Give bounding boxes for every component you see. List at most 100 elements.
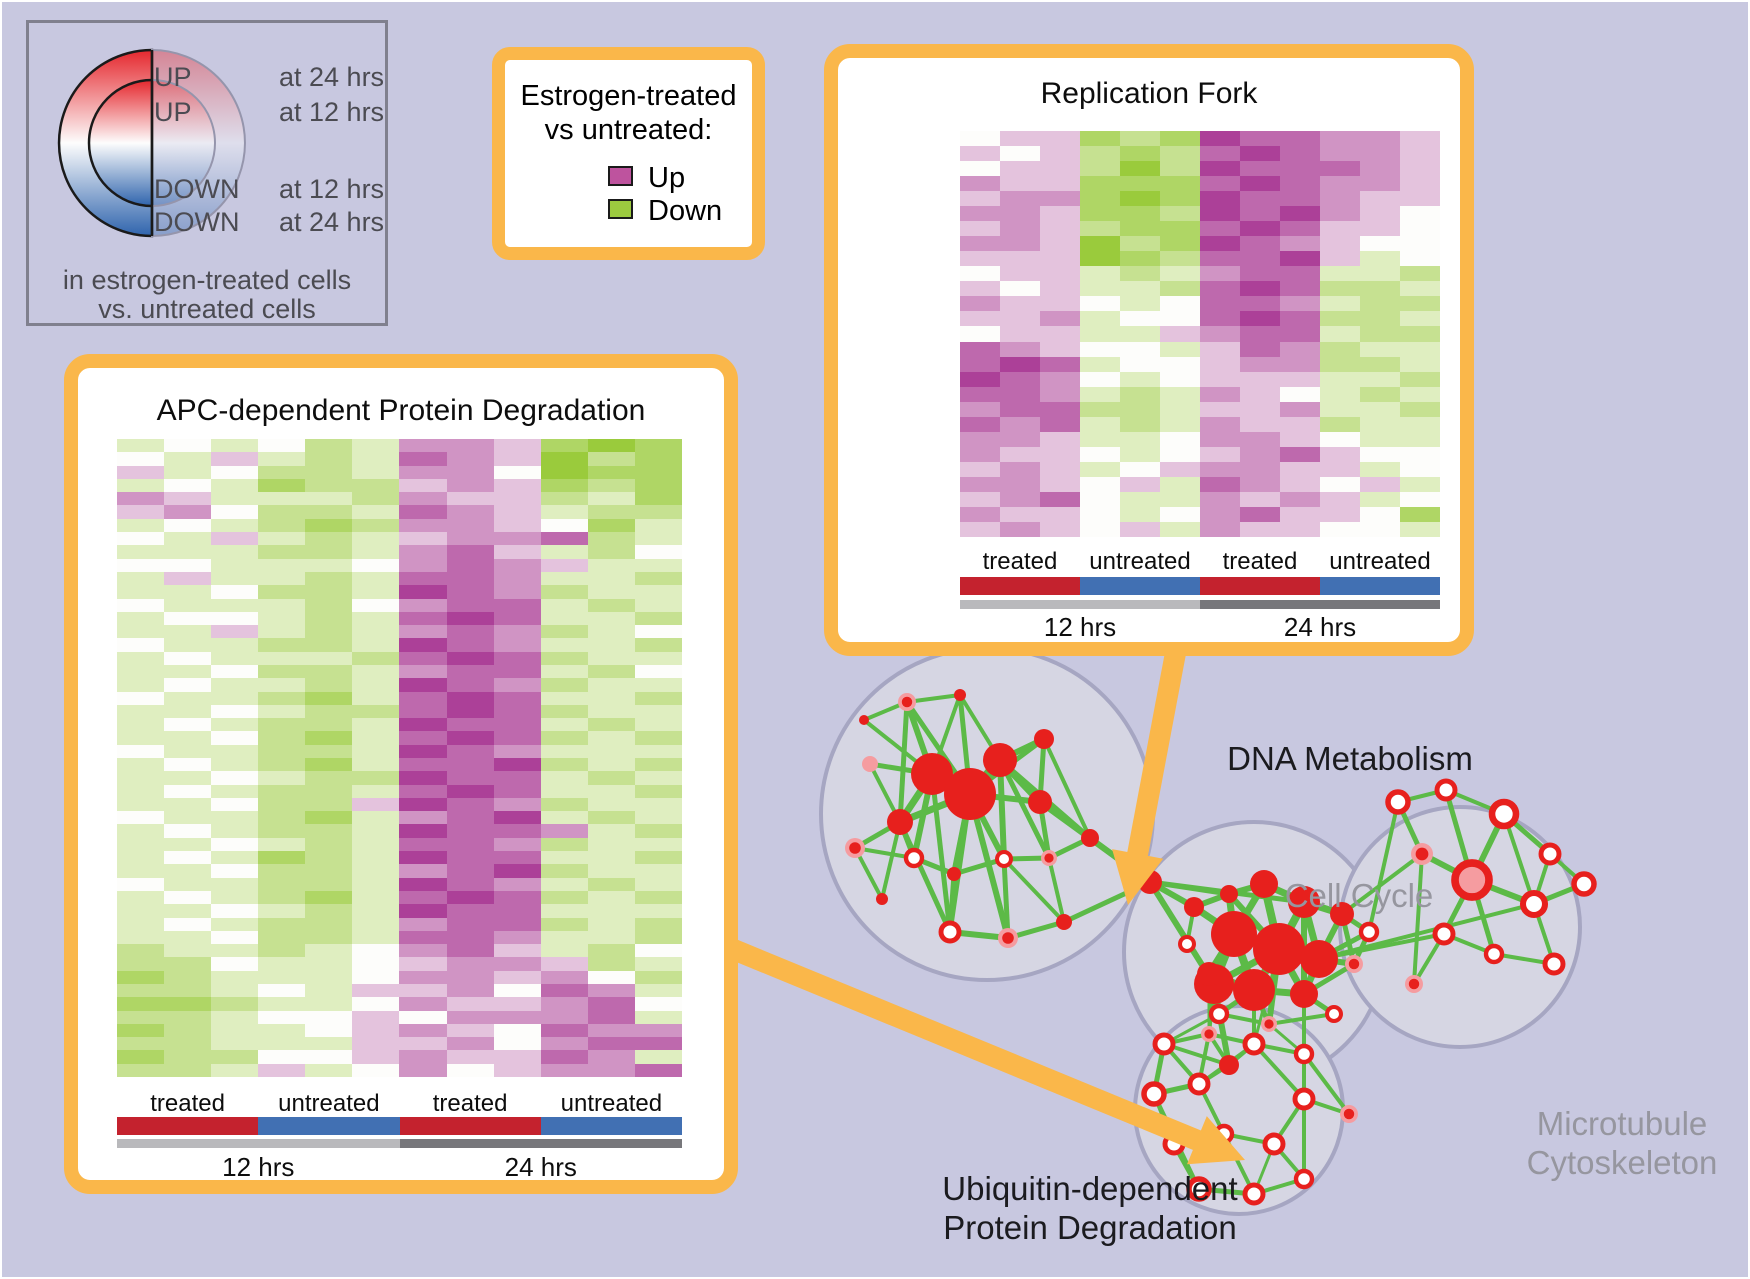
heatmap-cell xyxy=(1040,266,1080,282)
heatmap-cell xyxy=(164,877,212,891)
heatmap-cell xyxy=(446,837,494,852)
heatmap-cell xyxy=(634,664,682,679)
heatmap-cell xyxy=(211,439,259,453)
heatmap-cell xyxy=(634,904,682,918)
heatmap-cell xyxy=(1280,221,1320,237)
heatmap-cell xyxy=(960,341,1000,357)
heatmap-cell xyxy=(1360,521,1400,537)
heatmap-cell xyxy=(587,957,635,971)
heatmap-cell xyxy=(399,904,447,918)
heatmap-cell xyxy=(305,997,353,1011)
heatmap-cell xyxy=(258,771,306,785)
heatmap-cell xyxy=(446,452,494,466)
heatmap-cell xyxy=(1040,341,1080,357)
heatmap-cell xyxy=(446,824,494,838)
heatmap-cell xyxy=(540,851,588,865)
heatmap-cell xyxy=(493,545,541,559)
heatmap-cell xyxy=(1360,356,1400,372)
time-label: at 24 hrs xyxy=(279,207,385,237)
heatmap-cell xyxy=(1320,131,1360,147)
heatmap-cell xyxy=(258,811,306,825)
heatmap-cell xyxy=(211,664,259,679)
heatmap-cell xyxy=(1000,356,1040,372)
heatmap-cell xyxy=(1360,386,1400,402)
heatmap-cell xyxy=(587,452,635,466)
heatmap-cell xyxy=(352,824,400,838)
heatmap-cell xyxy=(399,997,447,1011)
heatmap-cell xyxy=(352,957,400,971)
network-node xyxy=(947,867,961,881)
heatmap-cell xyxy=(1240,161,1280,177)
heatmap-cell xyxy=(117,758,165,772)
heatmap-cell xyxy=(1120,476,1160,492)
heatmap-cell xyxy=(1040,491,1080,507)
heatmap-cell xyxy=(352,452,400,466)
heatmap-cell xyxy=(960,191,1000,207)
heatmap-cell xyxy=(117,904,165,918)
heatmap-cell xyxy=(305,545,353,559)
replication-fork-heatmap-panel: Replication Fork treated untreated treated… xyxy=(824,44,1474,656)
heatmap-cell xyxy=(1280,446,1320,462)
heatmap-cell xyxy=(211,983,259,998)
heatmap-cell xyxy=(399,731,447,745)
heatmap-cell xyxy=(164,465,212,479)
heatmap-cell xyxy=(493,465,541,479)
heatmap-cell xyxy=(1400,206,1440,222)
heatmap-cell xyxy=(352,864,400,878)
heatmap-cell xyxy=(164,452,212,466)
heatmap-cell xyxy=(1160,506,1200,522)
heatmap-cell xyxy=(1280,401,1320,417)
network-node xyxy=(1028,790,1052,814)
heatmap-cell xyxy=(1040,356,1080,372)
heatmap-cell xyxy=(446,691,494,705)
heatmap-cell xyxy=(399,917,447,931)
heatmap-cell xyxy=(1080,461,1120,477)
heatmap-cell xyxy=(493,983,541,998)
heatmap-cell xyxy=(211,1010,259,1024)
heatmap-cell xyxy=(117,851,165,865)
heatmap-cell xyxy=(587,638,635,652)
network-edge xyxy=(1268,1012,1335,1026)
heatmap-cell xyxy=(1000,131,1040,147)
heatmap-cell xyxy=(1200,416,1240,432)
heatmap-cell xyxy=(1000,386,1040,402)
heatmap-cell xyxy=(1280,356,1320,372)
heatmap-cell xyxy=(211,944,259,958)
up-color-swatch xyxy=(608,166,633,186)
network-node xyxy=(944,768,996,820)
heatmap-cell xyxy=(164,439,212,453)
heatmap-cell xyxy=(960,281,1000,297)
heatmap-cell xyxy=(305,1063,353,1077)
heatmap-cell xyxy=(399,651,447,665)
heatmap-cell xyxy=(493,492,541,506)
heatmap-cell xyxy=(211,824,259,838)
heatmap-cell xyxy=(1120,431,1160,447)
repfork-condition-colorbar xyxy=(960,577,1440,595)
heatmap-cell xyxy=(540,877,588,891)
heatmap-cell xyxy=(117,797,165,812)
heatmap-cell xyxy=(305,824,353,838)
heatmap-cell xyxy=(634,638,682,652)
heatmap-cell xyxy=(1240,371,1280,387)
heatmap-cell xyxy=(258,731,306,745)
heatmap-cell xyxy=(446,1050,494,1064)
network-node xyxy=(1184,897,1204,917)
condition-group-label: untreated xyxy=(278,1090,380,1117)
heatmap-cell xyxy=(1360,326,1400,342)
heatmap-cell xyxy=(1400,161,1440,177)
heatmap-cell xyxy=(493,1063,541,1077)
apc-heatmap xyxy=(117,439,682,1077)
heatmap-cell xyxy=(352,638,400,652)
heatmap-cell xyxy=(117,704,165,719)
heatmap-cell xyxy=(634,518,682,533)
heatmap-cell xyxy=(117,691,165,705)
network-node xyxy=(859,715,869,725)
heatmap-cell xyxy=(164,571,212,586)
heatmap-cell xyxy=(493,1010,541,1024)
network-edge xyxy=(1252,1042,1306,1101)
heatmap-cell xyxy=(493,970,541,984)
heatmap-cell xyxy=(1120,446,1160,462)
heatmap-cell xyxy=(1200,461,1240,477)
heatmap-cell xyxy=(211,744,259,758)
heatmap-cell xyxy=(1040,326,1080,342)
